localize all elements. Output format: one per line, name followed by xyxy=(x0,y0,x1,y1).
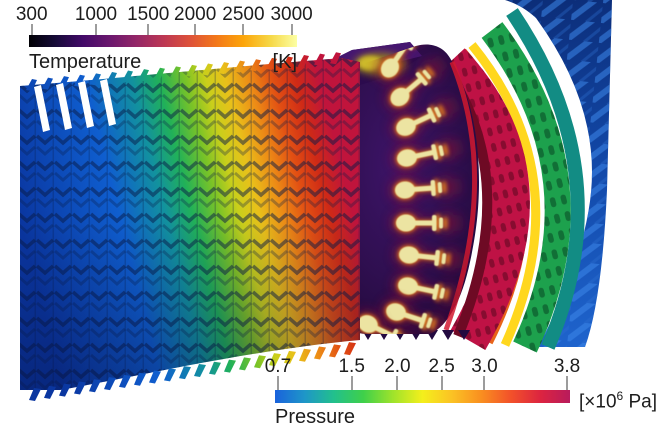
blade-tooth xyxy=(106,71,117,84)
blade-tooth xyxy=(254,355,266,369)
turbine-teal-ring xyxy=(506,8,585,350)
blade-tooth xyxy=(344,342,356,356)
blade-tooth xyxy=(239,357,251,371)
pressure-tick-labels: 0.7 1.5 2.0 2.5 3.0 3.8 xyxy=(265,356,581,377)
temperature-tick: 1500 xyxy=(127,4,170,25)
pressure-colorbar: 0.7 1.5 2.0 2.5 3.0 3.8 [×106 Pa] Pressu… xyxy=(265,356,657,428)
blade-tooth xyxy=(330,52,341,65)
tick-mark xyxy=(95,24,97,35)
tick-mark xyxy=(276,376,279,390)
blade-tooth xyxy=(122,70,133,83)
turbine-crimson-ring-texture xyxy=(435,48,530,350)
pressure-tick: 1.5 xyxy=(338,356,365,377)
pressure-tick: 2.0 xyxy=(384,356,411,377)
temperature-tick: 3000 xyxy=(270,4,313,25)
tick-mark xyxy=(30,24,33,35)
blade-tooth xyxy=(74,381,86,395)
blade-tooth xyxy=(458,330,470,340)
blade-tooth xyxy=(410,330,422,340)
compressor-shading xyxy=(20,58,360,390)
blade-tooth xyxy=(149,370,161,384)
blade-tooth xyxy=(314,346,326,360)
temperature-gradient-bar xyxy=(29,35,297,47)
temperature-tick: 2000 xyxy=(174,4,217,25)
tick-mark xyxy=(194,24,197,35)
blade-tooth xyxy=(329,344,341,358)
blade-tooth xyxy=(90,73,101,86)
tick-mark xyxy=(396,376,399,390)
pressure-tick: 3.0 xyxy=(471,356,498,377)
temperature-tick: 2500 xyxy=(222,4,265,25)
blade-tooth xyxy=(314,53,325,66)
pressure-tick: 3.8 xyxy=(553,356,581,377)
blade-tooth xyxy=(442,330,454,340)
blade-tooth xyxy=(209,361,221,375)
turbine-section xyxy=(435,0,612,353)
pressure-gradient-bar xyxy=(275,390,570,403)
combustor-glow-core xyxy=(358,56,382,70)
blade-tooth xyxy=(299,348,311,362)
blade-tooth xyxy=(138,69,149,82)
tick-mark xyxy=(290,24,293,35)
temperature-tick: 300 xyxy=(15,4,48,25)
pressure-tick: 0.7 xyxy=(264,356,292,377)
fan-compressor-section xyxy=(20,52,360,401)
blade-tooth xyxy=(266,57,277,70)
temperature-tick-marks xyxy=(29,24,297,35)
blade-tooth xyxy=(134,372,146,386)
pressure-colorbar-title: Pressure xyxy=(275,406,356,428)
blade-tooth xyxy=(170,66,181,79)
temperature-colorbar-title: Temperature xyxy=(29,51,142,73)
blade-tooth xyxy=(29,388,41,401)
blade-tooth xyxy=(44,385,56,399)
blade-tooth xyxy=(250,59,261,72)
combustor-section xyxy=(316,42,479,340)
blade-tooth xyxy=(426,330,438,340)
blade-tooth xyxy=(224,359,236,373)
blade-tooth xyxy=(42,77,53,90)
tick-mark xyxy=(440,376,443,390)
blade-tooth xyxy=(164,368,176,382)
compressor-top-blade-tips xyxy=(26,52,341,91)
blade-tooth xyxy=(234,60,245,73)
blade-tooth xyxy=(59,383,71,397)
blade-tooth xyxy=(89,379,101,393)
blade-tooth xyxy=(104,377,116,391)
tick-mark xyxy=(350,376,353,390)
temperature-tick-labels: 300 1000 1500 2000 2500 3000 xyxy=(16,4,313,25)
tick-mark xyxy=(566,376,569,390)
pressure-tick: 2.5 xyxy=(428,356,455,377)
fan-blade-gaps xyxy=(34,79,116,132)
blade-tooth xyxy=(202,63,213,76)
blade-tooth xyxy=(269,353,281,367)
blade-tooth xyxy=(26,79,37,91)
tick-mark xyxy=(483,376,486,390)
turbine-blue-blade-streaks xyxy=(505,0,612,347)
pressure-colorbar-unit: [×106 Pa] xyxy=(579,389,658,413)
compressor-bottom-blade-tips xyxy=(29,342,356,401)
tick-mark xyxy=(147,24,150,35)
blade-tooth xyxy=(154,67,165,80)
blade-tooth xyxy=(74,74,85,87)
turbine-green-ring-texture xyxy=(481,22,571,353)
turbine-yellow-ring xyxy=(468,42,541,347)
temperature-colorbar-unit: [K] xyxy=(272,51,297,73)
blade-tooth xyxy=(186,64,197,77)
pressure-tick-marks xyxy=(275,376,570,390)
blade-tooth xyxy=(282,56,293,69)
blade-tooth xyxy=(119,374,131,388)
tick-mark xyxy=(242,24,245,35)
blade-tooth xyxy=(284,350,296,364)
blade-tooth xyxy=(218,62,229,75)
blade-tooth xyxy=(179,366,191,380)
temperature-tick: 1000 xyxy=(74,4,118,25)
blade-tooth xyxy=(194,363,206,377)
blade-tooth xyxy=(298,55,309,68)
temperature-colorbar: 300 1000 1500 2000 2500 3000 Temperature… xyxy=(16,4,313,73)
